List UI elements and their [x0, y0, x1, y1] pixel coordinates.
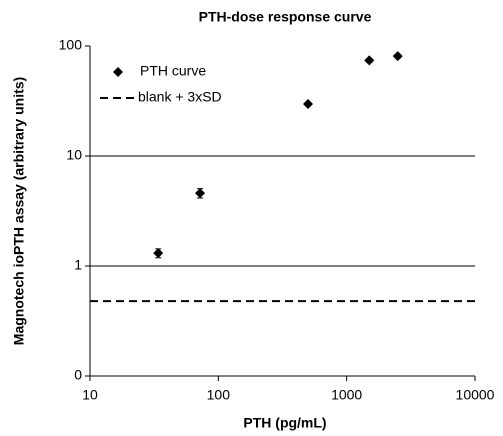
- legend-marker: [113, 67, 123, 77]
- x-tick-label: 1000: [331, 387, 362, 403]
- data-point: [303, 98, 314, 109]
- data-point: [153, 248, 164, 259]
- data-point: [392, 51, 403, 62]
- legend-label: blank + 3xSD: [138, 89, 222, 105]
- x-tick-label: 10000: [456, 387, 495, 403]
- x-tick-label: 100: [207, 387, 231, 403]
- y-tick-label: 0: [74, 367, 82, 383]
- chart-title: PTH-dose response curve: [199, 9, 372, 25]
- legend-label: PTH curve: [140, 63, 206, 79]
- y-axis-label: Magnotech ioPTH assay (arbitrary units): [11, 77, 27, 345]
- x-tick-label: 10: [82, 387, 98, 403]
- x-axis-label: PTH (pg/mL): [243, 415, 326, 431]
- data-point: [364, 55, 375, 66]
- y-tick-label: 1: [74, 257, 82, 273]
- y-tick-label: 100: [59, 37, 83, 53]
- data-point: [195, 188, 206, 199]
- y-tick-label: 10: [66, 147, 82, 163]
